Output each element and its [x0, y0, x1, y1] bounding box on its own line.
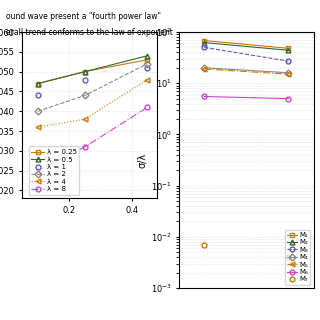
Text: ound wave present a "fourth power law": ound wave present a "fourth power law": [6, 12, 161, 21]
Legend: λ = 0.25, λ = 0.5, λ = 1, λ = 2, λ = 4, λ = 8: λ = 0.25, λ = 0.5, λ = 1, λ = 2, λ = 4, …: [28, 147, 79, 195]
Text: erall trend conforms to the law of exponent: erall trend conforms to the law of expon…: [6, 28, 173, 37]
Legend: M₁, M₂, M₃, M₄, M₅, M₆, M₇: M₁, M₂, M₃, M₄, M₅, M₆, M₇: [284, 230, 310, 284]
Y-axis label: σ/λ: σ/λ: [138, 152, 148, 168]
